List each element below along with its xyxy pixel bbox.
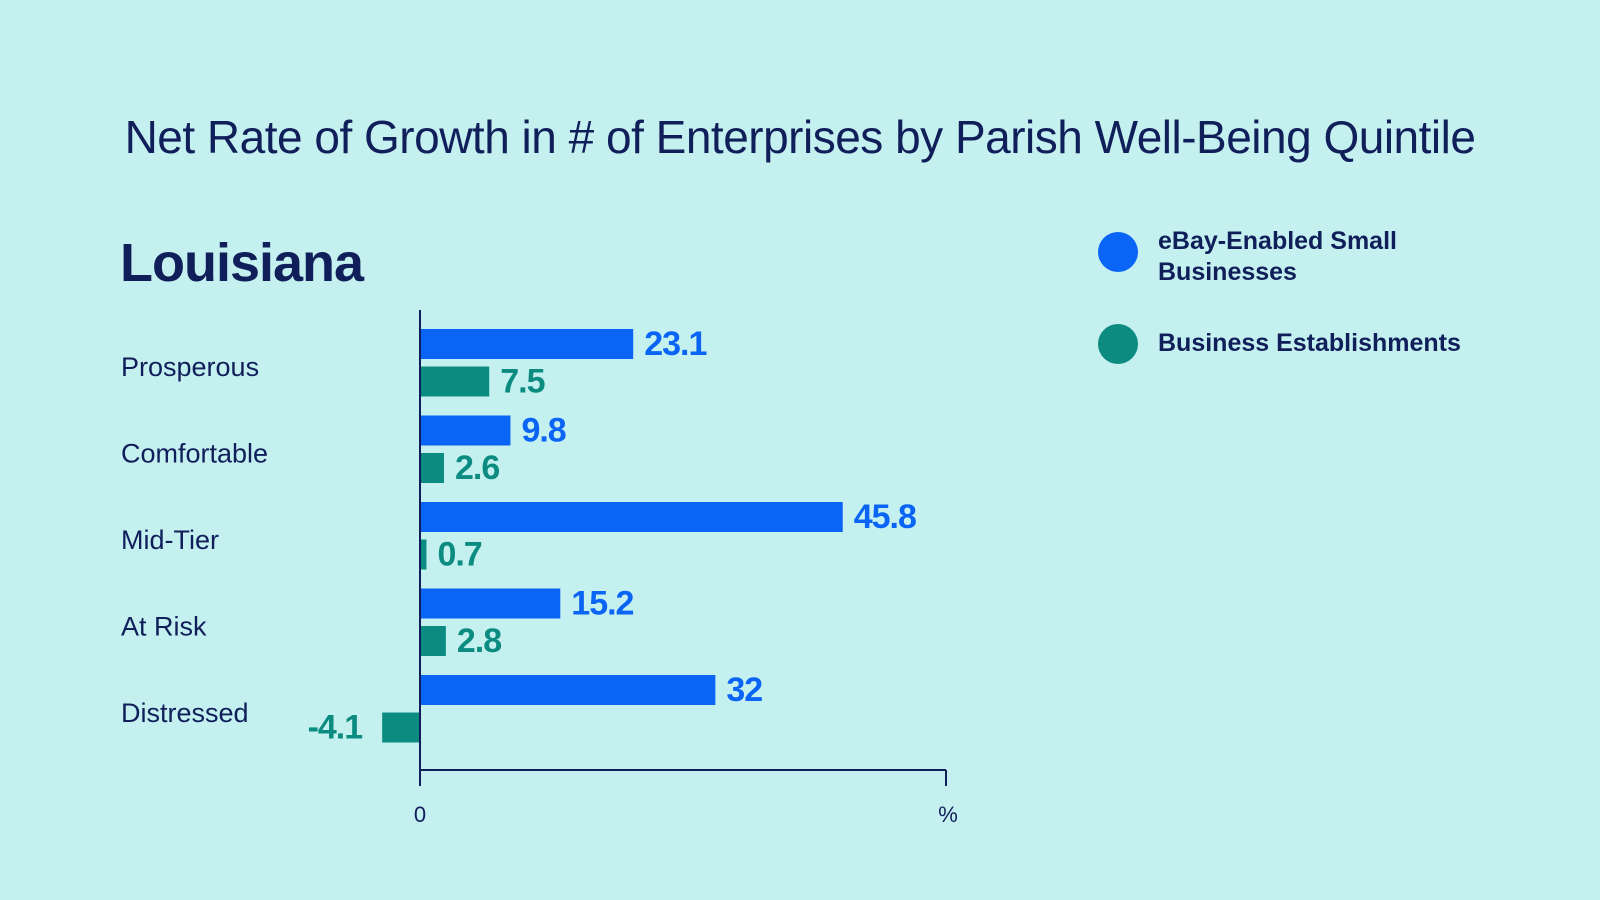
legend-label-ebay: eBay-Enabled Small Businesses xyxy=(1158,227,1397,286)
category-label-comfortable: Comfortable xyxy=(121,439,268,469)
category-label-at-risk: At Risk xyxy=(121,612,207,642)
value-label-ebay-enabled-small-businesses-at-risk: 15.2 xyxy=(571,584,633,622)
bar-business-establishments-at-risk xyxy=(420,626,446,656)
value-label-ebay-enabled-small-businesses-distressed: 32 xyxy=(726,671,762,709)
bar-business-establishments-comfortable xyxy=(420,453,444,483)
bar-business-establishments-distressed xyxy=(382,712,420,743)
value-label-business-establishments-mid-tier: 0.7 xyxy=(437,535,481,573)
value-label-ebay-enabled-small-businesses-prosperous: 23.1 xyxy=(644,325,706,363)
value-label-business-establishments-distressed: -4.1 xyxy=(308,708,363,746)
bar-ebay-enabled-small-businesses-comfortable xyxy=(420,415,511,446)
bar-ebay-enabled-small-businesses-prosperous xyxy=(420,329,634,359)
bar-ebay-enabled-small-businesses-mid-tier xyxy=(420,502,843,532)
x-tick-label-unit: % xyxy=(938,802,958,827)
chart-title: Net Rate of Growth in # of Enterprises b… xyxy=(124,111,1476,163)
bar-business-establishments-prosperous xyxy=(420,366,490,397)
legend: eBay-Enabled Small Businesses Business E… xyxy=(1098,226,1518,394)
x-tick-label-zero: 0 xyxy=(414,802,426,827)
legend-item-ebay: eBay-Enabled Small Businesses xyxy=(1098,226,1518,288)
value-label-business-establishments-comfortable: 2.6 xyxy=(455,449,499,487)
category-label-mid-tier: Mid-Tier xyxy=(121,525,219,555)
value-label-ebay-enabled-small-businesses-comfortable: 9.8 xyxy=(521,411,565,449)
bar-ebay-enabled-small-businesses-distressed xyxy=(420,675,716,705)
legend-swatch-establishments xyxy=(1098,324,1138,364)
legend-swatch-ebay xyxy=(1098,232,1138,272)
value-label-business-establishments-at-risk: 2.8 xyxy=(457,622,501,660)
bar-business-establishments-mid-tier xyxy=(420,539,427,570)
category-label-prosperous: Prosperous xyxy=(121,352,259,382)
legend-item-establishments: Business Establishments xyxy=(1098,318,1518,364)
category-label-distressed: Distressed xyxy=(121,698,249,728)
bar-ebay-enabled-small-businesses-at-risk xyxy=(420,588,561,619)
chart-subtitle: Louisiana xyxy=(120,233,364,293)
value-label-business-establishments-prosperous: 7.5 xyxy=(500,362,544,400)
legend-label-establishments: Business Establishments xyxy=(1158,329,1461,357)
value-label-ebay-enabled-small-businesses-mid-tier: 45.8 xyxy=(854,498,916,536)
